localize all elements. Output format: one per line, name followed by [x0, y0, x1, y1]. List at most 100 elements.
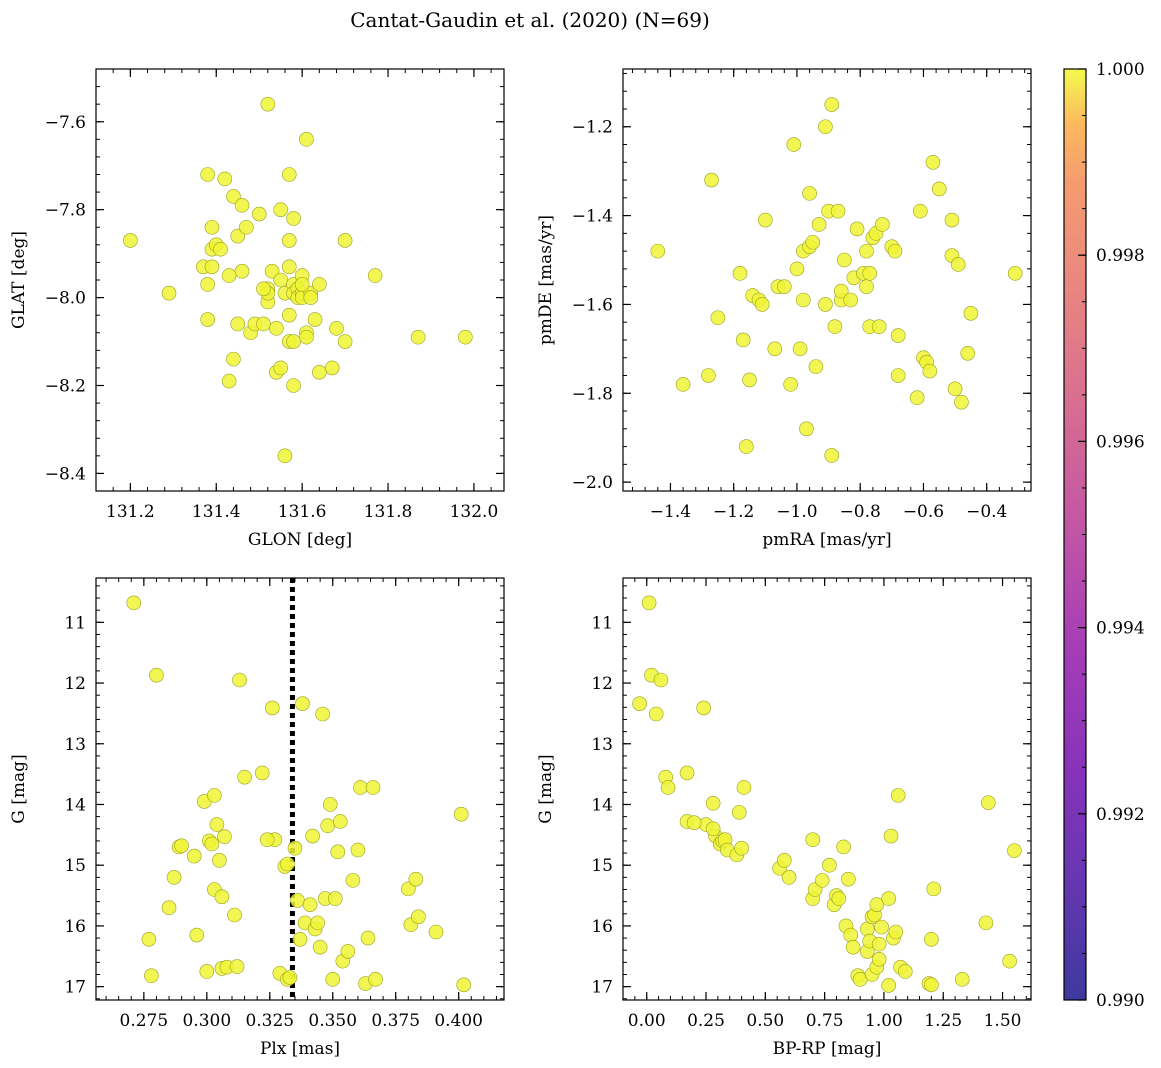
data-point: [696, 700, 711, 716]
data-point: [792, 341, 808, 357]
data-point: [963, 306, 979, 321]
data-point: [281, 233, 297, 248]
data-point: [214, 889, 230, 905]
data-point: [200, 167, 215, 182]
data-point: [161, 900, 177, 916]
x-tick-label: 0.275: [120, 1011, 169, 1031]
data-point: [280, 856, 295, 872]
data-point: [686, 815, 702, 830]
data-point: [273, 272, 288, 288]
data-point: [204, 836, 220, 852]
data-point: [329, 321, 344, 336]
data-point: [675, 377, 691, 392]
scatter-panel-2: −1.4 −1.2 −1.0 −0.8 −0.6 −0.4 −2.0 −1.8 −1.6 −1.4…: [536, 68, 1032, 550]
data-point: [256, 281, 271, 297]
data-point: [456, 977, 472, 993]
data-point: [881, 891, 896, 906]
y-tick-label: −8.4: [45, 464, 86, 484]
data-point: [734, 840, 749, 856]
data-point: [767, 341, 783, 357]
data-point: [871, 319, 887, 334]
data-point: [909, 390, 925, 406]
scatter-panel-4: 0.00 0.25 0.50 0.75 1.00 1.25 1.50 11 12 13 14 15 16…: [536, 577, 1032, 1059]
y-tick-label: 12: [64, 674, 86, 694]
x-tick-label: 131.8: [364, 502, 413, 522]
colorbar-tick-label: 0.994: [1096, 619, 1145, 639]
data-point: [259, 832, 275, 848]
y-tick-label: 11: [591, 613, 613, 633]
data-point: [126, 595, 142, 611]
data-point: [287, 840, 303, 856]
y-tick-label: −7.6: [45, 113, 86, 133]
data-point: [234, 263, 250, 279]
data-point: [365, 780, 381, 795]
data-point: [739, 439, 754, 454]
data-point: [227, 907, 242, 923]
data-point: [337, 233, 353, 248]
data-point: [836, 839, 851, 855]
data-point: [340, 944, 356, 959]
points-layer: [650, 97, 1023, 463]
data-point: [299, 132, 314, 147]
y-tick-label: 16: [64, 917, 86, 937]
figure-title: Cantat-Gaudin et al. (2020) (N=69): [350, 8, 710, 32]
data-point: [874, 919, 889, 935]
data-point: [978, 915, 994, 931]
data-point: [653, 672, 669, 688]
colorbar-tick-label: 0.990: [1096, 991, 1145, 1011]
x-tick-label: −1.0: [776, 502, 817, 522]
data-point: [273, 202, 288, 217]
data-point: [805, 234, 821, 250]
data-point: [843, 292, 859, 308]
data-point: [679, 765, 695, 781]
data-point: [149, 667, 164, 683]
data-point: [824, 97, 840, 112]
points-layer: [123, 96, 473, 464]
data-point: [650, 243, 666, 259]
data-point: [226, 189, 241, 204]
data-point: [1007, 266, 1023, 281]
x-tick-label: 0.400: [434, 1011, 483, 1031]
colorbar-tick-label: 1.000: [1096, 60, 1145, 80]
x-tick-label: 1.50: [984, 1011, 1022, 1031]
data-point: [950, 257, 966, 272]
y-tick-label: 12: [591, 674, 613, 694]
x-tick-label: 0.300: [182, 1011, 231, 1031]
data-point: [887, 243, 903, 259]
data-point: [954, 972, 970, 987]
x-axis-label: BP-RP [mag]: [773, 1039, 882, 1059]
data-point: [303, 290, 319, 305]
data-point: [299, 329, 314, 345]
data-point: [212, 853, 227, 868]
x-tick-label: 131.4: [192, 502, 241, 522]
data-point: [217, 829, 232, 844]
data-point: [875, 217, 890, 232]
colorbar-tick-label: 0.996: [1096, 432, 1145, 452]
data-point: [843, 927, 859, 943]
y-tick-label: −1.2: [572, 118, 613, 138]
data-point: [827, 319, 843, 334]
data-point: [199, 964, 215, 979]
data-point: [312, 277, 327, 292]
data-point: [307, 312, 323, 327]
data-point: [742, 372, 757, 388]
data-point: [777, 853, 792, 868]
data-point: [925, 154, 941, 170]
data-point: [789, 261, 805, 277]
data-point: [944, 212, 960, 228]
data-point: [453, 806, 469, 822]
data-point: [924, 931, 939, 947]
data-point: [367, 268, 383, 283]
data-point: [189, 927, 205, 943]
data-point: [221, 268, 237, 283]
y-axis-label: pmDE [mas/yr]: [536, 215, 556, 345]
data-point: [881, 978, 896, 993]
y-tick-label: 16: [591, 917, 613, 937]
y-tick-label: −1.6: [572, 295, 613, 315]
data-point: [710, 310, 726, 326]
y-tick-label: 14: [64, 795, 86, 815]
data-point: [818, 119, 833, 135]
y-axis-label: G [mag]: [9, 754, 29, 823]
x-tick-label: −0.6: [903, 502, 944, 522]
data-point: [186, 848, 202, 864]
